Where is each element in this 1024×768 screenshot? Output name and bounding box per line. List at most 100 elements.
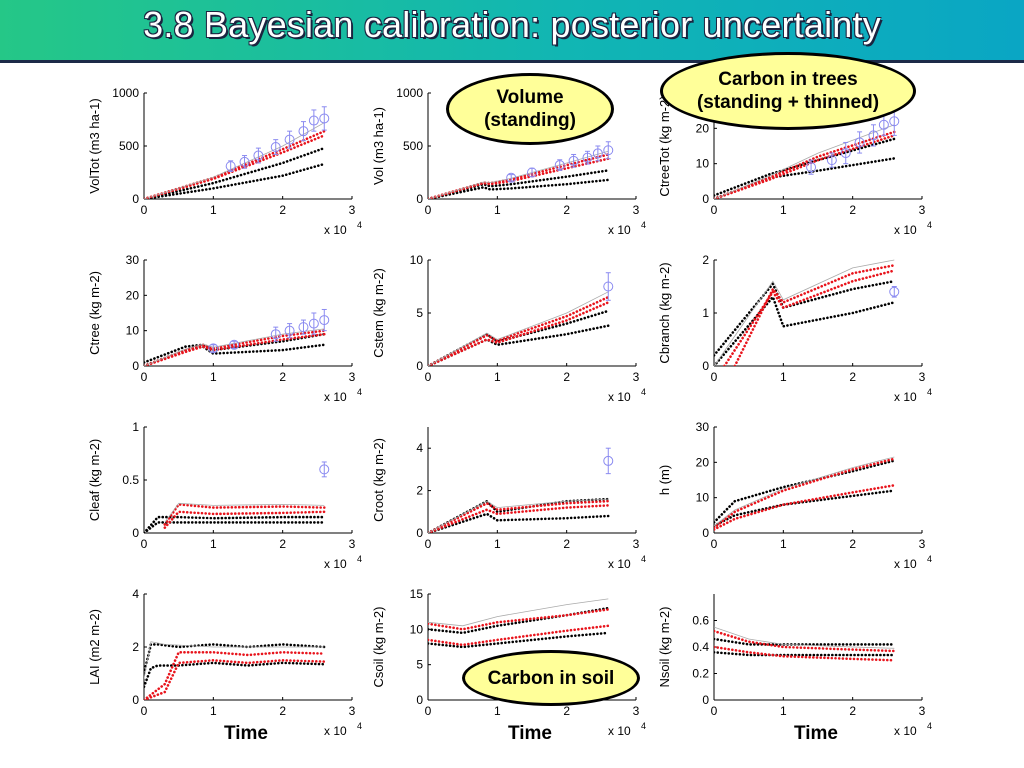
subplot-1: 0 1 2 3 0 500 1000 x 10 4 VolTot (m3 ha-1) xyxy=(87,86,362,237)
observation-point xyxy=(868,130,879,141)
series-group xyxy=(714,259,896,366)
series-group xyxy=(144,502,326,533)
x-multiplier-exponent: 4 xyxy=(641,387,646,397)
series-line-posterior xyxy=(428,624,610,647)
subplot-2: 0 1 2 3 0 500 1000 x 10 4 Vol (m3 ha-1) xyxy=(371,86,646,237)
series-group xyxy=(144,641,326,700)
observation-point xyxy=(854,137,865,148)
observation-point xyxy=(582,152,593,163)
x-tick-label: 2 xyxy=(563,370,570,384)
observation-point xyxy=(298,322,309,333)
subplot-7: 0 1 2 3 0 0.5 1 x 10 4 Cleaf (kg m-2) xyxy=(87,420,362,571)
y-tick-label: 20 xyxy=(696,455,710,469)
y-tick-label: 0 xyxy=(702,359,709,373)
callout-carbon-soil: Carbon in soil xyxy=(462,650,640,706)
y-tick-label: 0.5 xyxy=(122,473,139,487)
y-axis-label: Cstem (kg m-2) xyxy=(371,268,386,358)
x-multiplier-label: x 10 xyxy=(324,223,347,237)
x-tick-label: 0 xyxy=(425,370,432,384)
series-line-model xyxy=(144,122,325,199)
series-line-posterior xyxy=(428,499,610,533)
series-line-prior xyxy=(144,162,326,199)
observation-point xyxy=(826,155,837,166)
x-tick-label: 2 xyxy=(279,704,286,718)
x-tick-label: 1 xyxy=(494,704,501,718)
series-line-posterior xyxy=(144,650,326,700)
x-multiplier-exponent: 4 xyxy=(357,721,362,731)
x-tick-label: 1 xyxy=(210,704,217,718)
x-tick-label: 3 xyxy=(633,370,640,384)
observation-point xyxy=(603,455,614,466)
x-tick-label: 0 xyxy=(425,537,432,551)
series-line-model xyxy=(714,259,895,366)
observation-point xyxy=(239,156,250,167)
subplot-6: 0 1 2 3 0 1 2 x 10 4 Cbranch (kg m-2) xyxy=(657,253,932,404)
x-tick-label: 1 xyxy=(210,203,217,217)
series-line-model xyxy=(428,498,609,533)
series-line-posterior xyxy=(428,295,610,366)
y-tick-label: 0.6 xyxy=(692,614,709,628)
series-line-prior xyxy=(714,137,896,197)
x-tick-label: 3 xyxy=(919,370,926,384)
y-tick-label: 0 xyxy=(132,693,139,707)
subplot-5: 0 1 2 3 0 5 10 x 10 4 Cstem (kg m-2) xyxy=(371,253,646,404)
series-line-prior xyxy=(714,459,896,524)
y-tick-label: 10 xyxy=(696,491,710,505)
x-multiplier-exponent: 4 xyxy=(927,554,932,564)
x-multiplier-exponent: 4 xyxy=(641,220,646,230)
x-multiplier-exponent: 4 xyxy=(927,387,932,397)
y-axis-label: Cbranch (kg m-2) xyxy=(657,262,672,363)
x-tick-label: 3 xyxy=(633,203,640,217)
x-tick-label: 3 xyxy=(919,537,926,551)
y-tick-label: 0 xyxy=(416,192,423,206)
series-line-posterior xyxy=(723,269,896,366)
series-group xyxy=(144,122,326,199)
series-line-posterior xyxy=(714,645,896,662)
y-tick-label: 0 xyxy=(132,192,139,206)
x-tick-label: 1 xyxy=(780,203,787,217)
y-axis-label: LAI (m2 m-2) xyxy=(87,609,102,685)
series-line-model xyxy=(164,502,325,523)
series-line-model xyxy=(144,641,325,679)
x-multiplier-exponent: 4 xyxy=(641,554,646,564)
time-label-col3: Time xyxy=(794,723,839,744)
x-tick-label: 3 xyxy=(919,203,926,217)
x-multiplier-label: x 10 xyxy=(608,724,631,738)
y-tick-label: 0.2 xyxy=(692,667,709,681)
series-line-prior xyxy=(428,497,610,533)
y-tick-label: 4 xyxy=(416,441,423,455)
x-multiplier-exponent: 4 xyxy=(641,721,646,731)
observation-point xyxy=(603,145,614,156)
observation-point xyxy=(208,343,219,354)
x-tick-label: 1 xyxy=(494,370,501,384)
x-tick-label: 2 xyxy=(279,537,286,551)
y-tick-label: 1000 xyxy=(112,86,139,100)
x-tick-label: 0 xyxy=(425,704,432,718)
subplot-10: 0 1 2 3 0 2 4 x 10 4 LAI (m2 m-2) xyxy=(87,587,362,738)
x-tick-label: 2 xyxy=(563,203,570,217)
series-group xyxy=(428,497,610,533)
series-line-model xyxy=(714,456,895,527)
y-tick-label: 5 xyxy=(416,306,423,320)
title-bar: 3.8 Bayesian calibration: posterior unce… xyxy=(0,0,1024,60)
observation-point xyxy=(225,161,236,172)
series-group xyxy=(714,124,896,199)
y-axis-label: h (m) xyxy=(657,465,672,495)
y-tick-label: 10 xyxy=(696,157,710,171)
x-tick-label: 0 xyxy=(711,370,718,384)
series-line-posterior xyxy=(144,332,326,366)
y-tick-label: 10 xyxy=(410,253,424,267)
observation-point xyxy=(603,281,614,292)
observation-point xyxy=(554,160,565,171)
observation-point xyxy=(284,134,295,145)
x-tick-label: 0 xyxy=(425,203,432,217)
x-tick-label: 2 xyxy=(849,370,856,384)
series-line-prior xyxy=(428,512,610,533)
y-tick-label: 20 xyxy=(696,121,710,135)
x-tick-label: 1 xyxy=(780,537,787,551)
y-tick-label: 2 xyxy=(416,484,423,498)
x-multiplier-exponent: 4 xyxy=(357,554,362,564)
observation-point xyxy=(308,115,319,126)
